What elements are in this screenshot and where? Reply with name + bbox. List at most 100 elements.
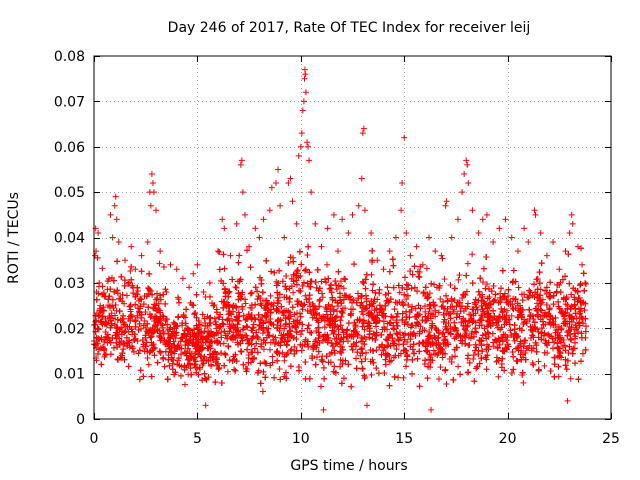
data-point (531, 281, 538, 288)
data-point (312, 279, 319, 286)
data-point (390, 262, 397, 269)
data-point (207, 314, 214, 321)
data-point (200, 360, 207, 367)
data-point (565, 251, 572, 258)
data-point (499, 338, 506, 345)
data-point (216, 248, 223, 255)
data-point (382, 313, 389, 320)
data-point (463, 288, 470, 295)
data-point (543, 301, 550, 308)
data-point (507, 327, 514, 334)
data-point (483, 254, 490, 261)
data-point (212, 379, 219, 386)
data-point (266, 319, 273, 326)
data-point (313, 327, 320, 334)
data-point (247, 290, 254, 297)
y-tick-label: 0.01 (54, 367, 85, 383)
data-point (326, 321, 333, 328)
data-point (175, 355, 182, 362)
data-point (256, 322, 263, 329)
data-point (229, 276, 236, 283)
data-point (386, 353, 393, 360)
data-point (536, 280, 543, 287)
data-point (442, 336, 449, 343)
data-point (570, 345, 577, 352)
data-point (547, 367, 554, 374)
data-point (181, 381, 188, 388)
data-point (440, 298, 447, 305)
data-point (373, 365, 380, 372)
data-point (387, 319, 394, 326)
data-point (390, 284, 397, 291)
data-point (392, 352, 399, 359)
data-point (237, 348, 244, 355)
data-point (330, 306, 337, 313)
data-point (359, 350, 366, 357)
data-point (243, 368, 250, 375)
data-point (326, 285, 333, 292)
data-point (113, 324, 120, 331)
data-point (276, 365, 283, 372)
data-point (473, 329, 480, 336)
data-point (361, 326, 368, 333)
data-point (283, 286, 290, 293)
data-point (243, 315, 250, 322)
data-point (514, 345, 521, 352)
data-point (240, 312, 247, 319)
data-point (319, 358, 326, 365)
data-point (526, 306, 533, 313)
data-point (156, 348, 163, 355)
data-point (233, 326, 240, 333)
data-point (480, 265, 487, 272)
data-point (142, 332, 149, 339)
data-point (562, 296, 569, 303)
data-point (268, 268, 275, 275)
x-tick-label: 15 (395, 431, 413, 447)
data-point (193, 369, 200, 376)
data-point (182, 327, 189, 334)
data-point (478, 322, 485, 329)
data-point (543, 284, 550, 291)
data-point (305, 343, 312, 350)
data-point (342, 276, 349, 283)
data-point (134, 338, 141, 345)
data-point (571, 335, 578, 342)
data-point (340, 334, 347, 341)
data-point (578, 245, 585, 252)
data-point (116, 335, 123, 342)
data-point (533, 348, 540, 355)
data-point (238, 348, 245, 355)
data-point (285, 260, 292, 267)
data-point (577, 280, 584, 287)
data-point (400, 374, 407, 381)
data-point (371, 307, 378, 314)
data-point (293, 268, 300, 275)
data-point (258, 280, 265, 287)
data-point (520, 379, 527, 386)
data-point (499, 267, 506, 274)
data-point (166, 362, 173, 369)
data-point (337, 336, 344, 343)
data-point (541, 349, 548, 356)
data-point (328, 289, 335, 296)
data-point (235, 259, 242, 266)
data-point (551, 339, 558, 346)
data-point (305, 243, 312, 250)
data-point (162, 300, 169, 307)
data-point (286, 285, 293, 292)
data-point (408, 307, 415, 314)
data-point (514, 333, 521, 340)
data-point (114, 287, 121, 294)
data-point (447, 282, 454, 289)
data-point (502, 344, 509, 351)
data-point (394, 322, 401, 329)
data-point (199, 311, 206, 318)
data-point (117, 354, 124, 361)
data-point (116, 308, 123, 315)
data-point (248, 289, 255, 296)
data-point (515, 284, 522, 291)
data-point (305, 322, 312, 329)
data-point (318, 315, 325, 322)
data-point (470, 317, 477, 324)
data-point (306, 329, 313, 336)
